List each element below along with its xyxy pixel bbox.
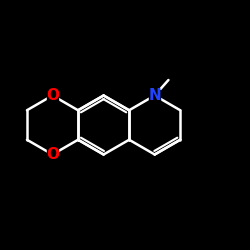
- Text: O: O: [46, 88, 59, 103]
- Bar: [47, 90, 58, 101]
- Text: O: O: [46, 147, 59, 162]
- Bar: [47, 149, 58, 160]
- Bar: [149, 90, 160, 101]
- Text: N: N: [148, 88, 161, 103]
